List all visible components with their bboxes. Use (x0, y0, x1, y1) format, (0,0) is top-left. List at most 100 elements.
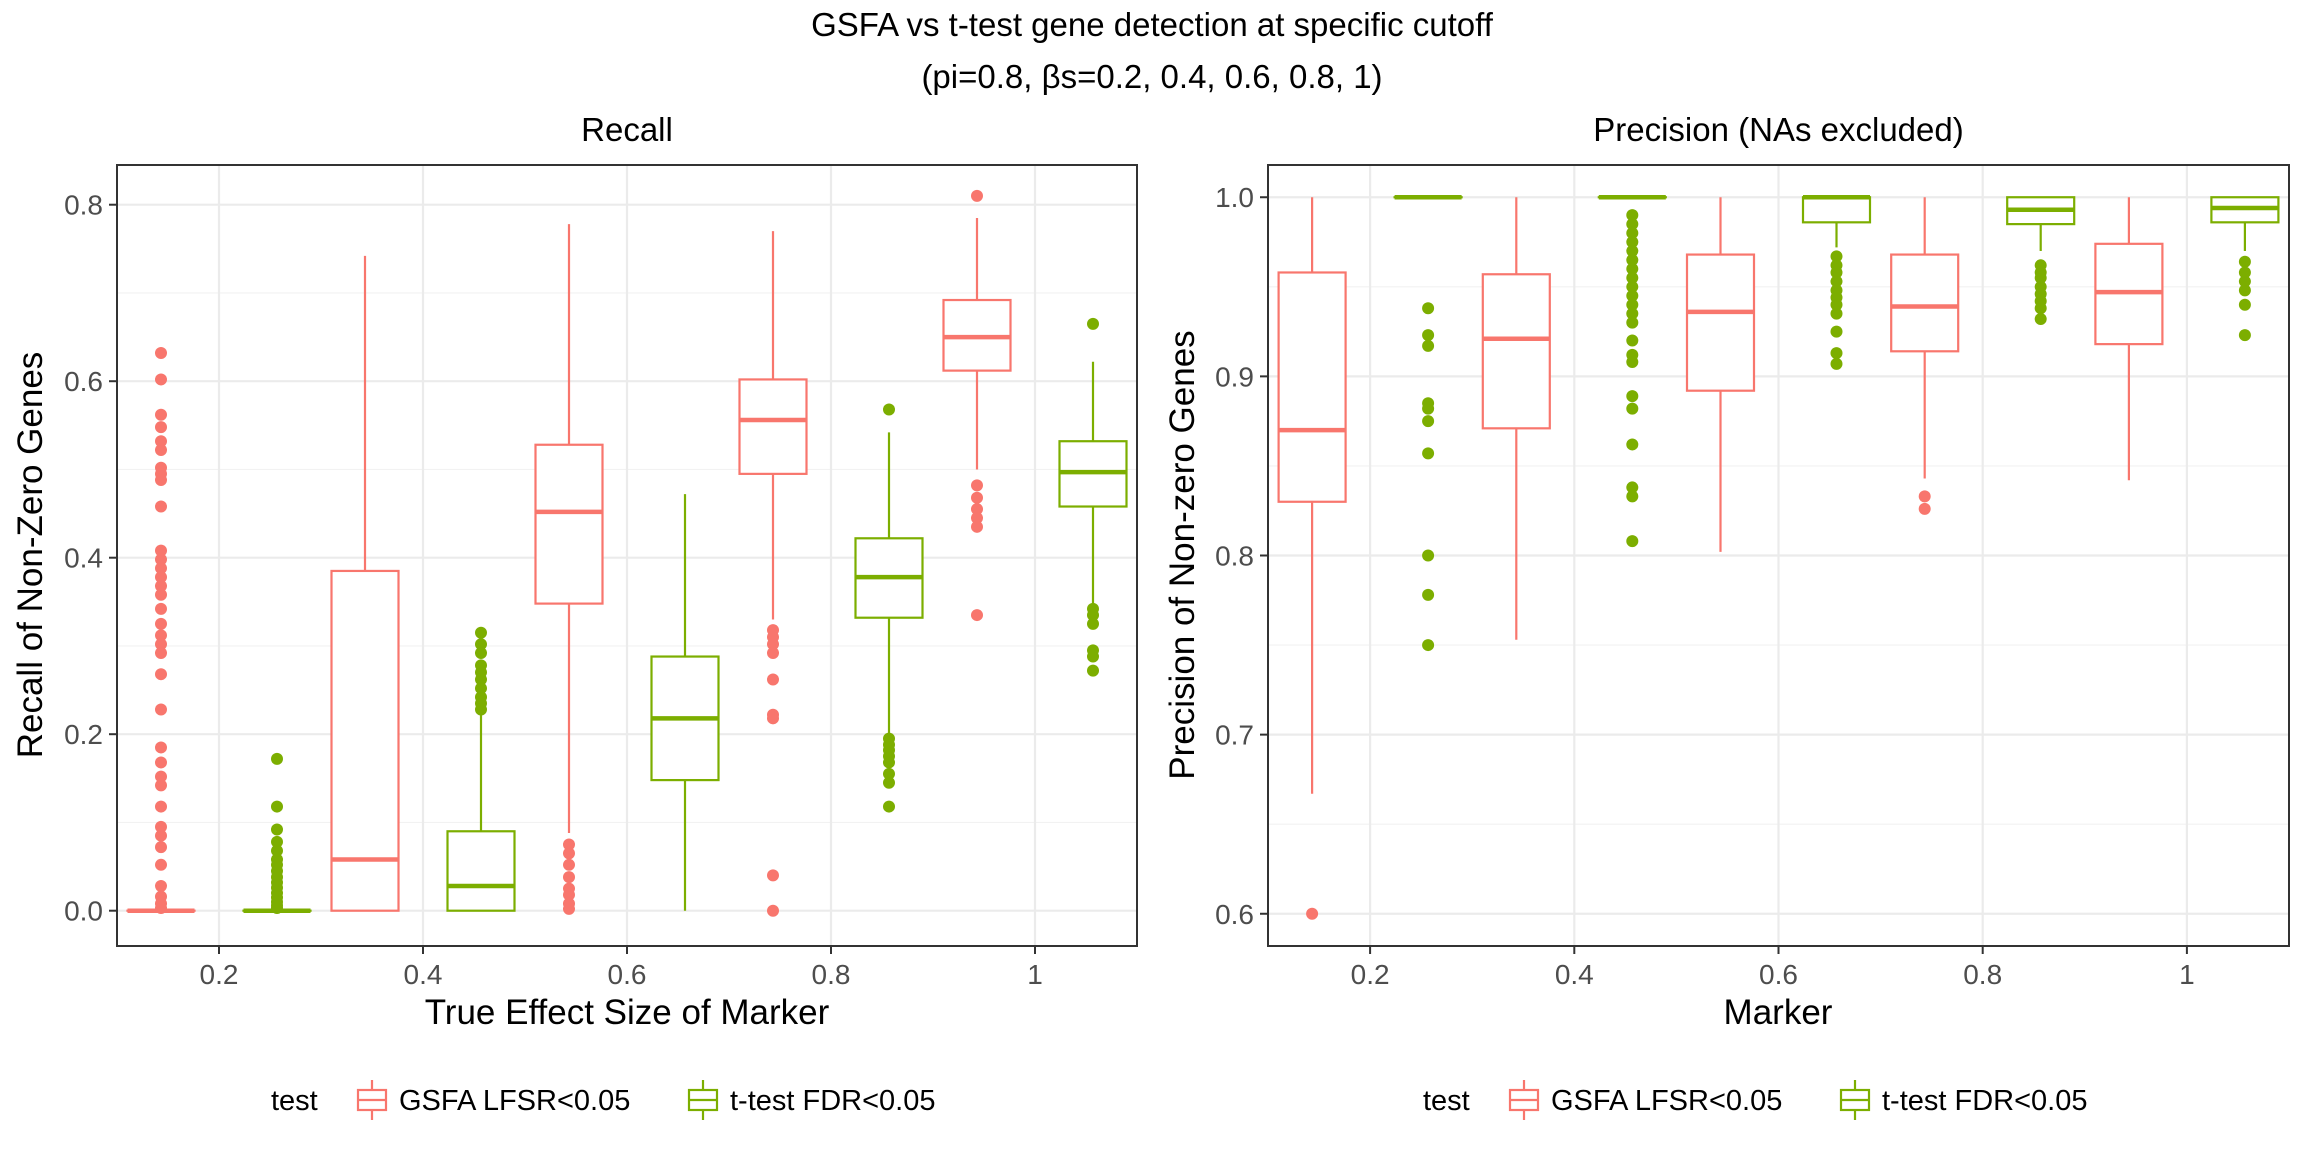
outlier-point (1626, 402, 1639, 415)
outlier-point (1830, 266, 1843, 279)
box-iqr (1481, 273, 1551, 430)
boxplot-gsfa-0.8 (1890, 197, 1960, 515)
x-tick-label: 0.4 (1555, 959, 1594, 990)
legend-key-gsfa (1508, 1080, 1540, 1120)
boxplot-gsfa-0.6 (534, 224, 604, 915)
outlier-point (883, 776, 895, 789)
x-tick-label: 0.4 (404, 959, 443, 990)
figure-subtitle: (pi=0.8, βs=0.2, 0.4, 0.6, 0.8, 1) (921, 58, 1382, 95)
outlier-point (1626, 271, 1639, 284)
outlier-point (1830, 307, 1843, 320)
box-iqr (1801, 196, 1872, 224)
outlier-point (155, 346, 167, 359)
outlier-point (155, 544, 167, 557)
outlier-point (883, 403, 895, 416)
boxplot-ttest-1 (2210, 196, 2280, 342)
outlier-point (155, 629, 167, 642)
outlier-point (1422, 339, 1435, 352)
boxplot-ttest-0.8 (854, 403, 924, 813)
outlier-point (2238, 284, 2251, 297)
outlier-point (563, 838, 575, 851)
boxplot-ttest-1 (1058, 317, 1128, 677)
outlier-point (563, 847, 575, 860)
outlier-point (2034, 313, 2047, 326)
outlier-point (155, 435, 167, 448)
outlier-point (767, 904, 779, 917)
outlier-point (271, 902, 283, 915)
outlier-point (155, 617, 167, 630)
outlier-point (1626, 218, 1639, 231)
outlier-point (2238, 298, 2251, 311)
outlier-point (271, 823, 283, 836)
outlier-point (1626, 356, 1639, 369)
legend-key-gsfa (356, 1080, 388, 1120)
boxplot-ttest-0.2 (242, 752, 312, 915)
outlier-point (2034, 271, 2047, 284)
outlier-point (155, 638, 167, 651)
x-tick-label: 1 (1027, 959, 1043, 990)
outlier-point (1626, 280, 1639, 293)
outlier-point (1422, 588, 1435, 601)
outlier-point (1422, 329, 1435, 342)
x-tick-label: 1 (2179, 959, 2195, 990)
outlier-point (155, 703, 167, 716)
outlier-point (1422, 402, 1435, 415)
box-iqr (738, 378, 808, 475)
outlier-point (475, 682, 487, 695)
x-tick-label: 0.6 (608, 959, 647, 990)
x-tick-label: 0.8 (1963, 959, 2002, 990)
y-tick-label: 1.0 (1215, 182, 1254, 213)
legends: test GSFA LFSR<0.05 t-test FDR<0.05 test GSF… (271, 1080, 2088, 1120)
y-axis-title: Precision of Non-zero Genes (1163, 330, 1202, 779)
outlier-point (271, 800, 283, 813)
boxplot-gsfa-1 (2094, 197, 2164, 481)
outlier-point (155, 444, 167, 457)
panel-title: Precision (NAs excluded) (1593, 111, 1963, 148)
box-iqr (330, 569, 400, 912)
outlier-point (563, 888, 575, 901)
boxplot-ttest-0.6 (1801, 194, 1872, 370)
boxplot-ttest-0.6 (650, 494, 720, 911)
outlier-point (155, 500, 167, 513)
boxplot-gsfa-0.4 (330, 255, 400, 912)
x-tick-label: 0.8 (812, 959, 851, 990)
legend-panel-2: test GSFA LFSR<0.05 t-test FDR<0.05 (1423, 1080, 2088, 1120)
outlier-point (271, 844, 283, 857)
outlier-point (767, 638, 779, 651)
box-iqr (446, 830, 516, 912)
y-tick-label: 0.4 (64, 543, 103, 574)
outlier-point (155, 588, 167, 601)
outlier-point (155, 770, 167, 783)
legend-key-ttest (1839, 1080, 1871, 1120)
outlier-point (475, 703, 487, 716)
outlier-point (1422, 415, 1435, 428)
chart-panel-2: Precision (NAs excluded) 0.6 0.7 0.8 0.9 1.0 0… (1163, 111, 2290, 1032)
outlier-point (971, 189, 983, 202)
outlier-point (155, 408, 167, 421)
outlier-point (883, 756, 895, 769)
outlier-point (971, 520, 983, 533)
panel-title: Recall (581, 111, 673, 148)
outlier-point (155, 829, 167, 842)
outlier-point (1087, 609, 1099, 622)
outlier-point (767, 673, 779, 686)
outlier-point (1830, 298, 1843, 311)
outlier-point (1422, 639, 1435, 652)
outlier-point (1830, 357, 1843, 370)
outlier-point (155, 879, 167, 892)
legend-entry-label: GSFA LFSR<0.05 (1551, 1085, 1782, 1117)
outlier-point (1626, 535, 1639, 548)
boxplot-gsfa-0.2 (1277, 197, 1347, 920)
y-axis-title: Recall of Non-Zero Genes (11, 352, 50, 759)
outlier-point (1087, 617, 1099, 630)
outlier-point (155, 474, 167, 487)
outlier-point (155, 562, 167, 575)
outlier-point (1918, 502, 1931, 515)
outlier-point (1306, 907, 1319, 920)
box-iqr (1890, 253, 1960, 353)
box-iqr (1685, 253, 1756, 392)
chart-panels: Recall 0.0 0.2 0.4 0.6 0.8 0.2 0.4 0.6 0.8 1 True E… (11, 111, 2290, 1032)
boxplot-ttest-0.4 (1597, 194, 1667, 548)
outlier-point (155, 800, 167, 813)
outlier-point (1626, 298, 1639, 311)
